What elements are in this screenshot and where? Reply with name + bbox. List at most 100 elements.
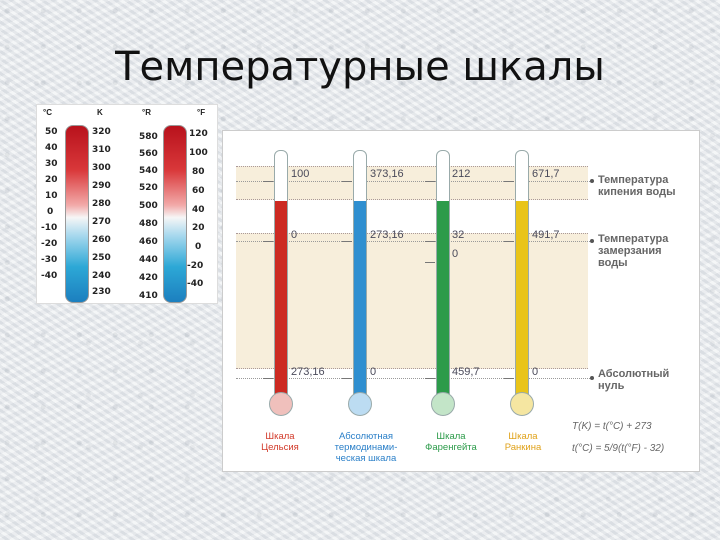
k-label: 260 xyxy=(92,235,111,245)
rankine-freezing-value: 491,7 xyxy=(532,229,560,241)
boiling-line xyxy=(236,181,594,182)
r-label: 420 xyxy=(139,273,158,283)
celsius-bulb xyxy=(269,392,293,416)
desc-line: Абсолютный xyxy=(598,368,670,380)
page-title: Температурные шкалы xyxy=(115,44,605,90)
tick xyxy=(504,378,514,379)
k-label: 280 xyxy=(92,199,111,209)
small-thermometers-panel: °C K °R °F 50 40 30 20 10 0 -10 -20 -30 … xyxy=(36,104,218,304)
celsius-fill xyxy=(275,201,287,397)
f-label: -40 xyxy=(187,279,204,289)
c-label: -30 xyxy=(41,255,58,265)
kelvin-bulb xyxy=(348,392,372,416)
marker-dot xyxy=(590,179,594,183)
f-label: 20 xyxy=(192,223,205,233)
k-label: 320 xyxy=(92,127,111,137)
r-label: 560 xyxy=(139,149,158,159)
f-label: 40 xyxy=(192,205,205,215)
f-label: 120 xyxy=(189,129,208,139)
header-rankine: °R xyxy=(142,108,151,117)
fahrenheit-freezing-value: 32 xyxy=(452,229,465,241)
c-label: 0 xyxy=(47,207,54,217)
r-label: 540 xyxy=(139,166,158,176)
desc-line: нуль xyxy=(598,380,625,392)
rankine-fill xyxy=(516,201,528,397)
k-label: 300 xyxy=(92,163,111,173)
caption-line: ческая шкала xyxy=(335,453,397,464)
tick xyxy=(504,241,514,242)
k-label: 310 xyxy=(92,145,111,155)
small-thermometer-r-f xyxy=(163,125,187,303)
tick xyxy=(342,241,352,242)
k-label: 240 xyxy=(92,271,111,281)
r-label: 580 xyxy=(139,132,158,142)
tick xyxy=(263,241,273,242)
header-fahrenheit: °F xyxy=(197,108,206,117)
freezing-zero-band xyxy=(236,233,588,369)
boiling-description: Температура кипения воды xyxy=(598,174,675,198)
caption-line: Шкала xyxy=(508,431,538,442)
r-label: 480 xyxy=(139,219,158,229)
caption-line: термодинами- xyxy=(334,442,398,453)
formula-fahrenheit: t(°C) = 5/9(t(°F) - 32) xyxy=(572,443,665,454)
kelvin-zero-value: 0 xyxy=(370,366,377,378)
r-label: 410 xyxy=(139,291,158,301)
tick xyxy=(425,262,435,263)
formula-kelvin: T(K) = t(°C) + 273 xyxy=(572,421,652,432)
caption-line: Шкала xyxy=(265,431,295,442)
caption-line: Ранкина xyxy=(504,442,542,453)
rankine-boiling-value: 671,7 xyxy=(532,168,560,180)
desc-line: Температура xyxy=(598,174,669,186)
r-label: 440 xyxy=(139,255,158,265)
fahrenheit-extra-zero: 0 xyxy=(452,248,459,260)
freezing-line xyxy=(236,241,594,242)
tick xyxy=(425,181,435,182)
c-label: -40 xyxy=(41,271,58,281)
freezing-description: Температура замерзания воды xyxy=(598,233,668,269)
caption-kelvin: Абсолютная термодинами- ческая шкала xyxy=(322,431,410,464)
tick xyxy=(263,378,273,379)
k-label: 250 xyxy=(92,253,111,263)
f-label: 100 xyxy=(189,148,208,158)
c-label: 10 xyxy=(45,191,58,201)
tick xyxy=(342,181,352,182)
marker-dot xyxy=(590,239,594,243)
c-label: 20 xyxy=(45,175,58,185)
celsius-zero-value: 273,16 xyxy=(291,366,325,378)
small-thermometer-c-k xyxy=(65,125,89,303)
c-label: 50 xyxy=(45,127,58,137)
f-label: 0 xyxy=(195,242,202,252)
rankine-bulb xyxy=(510,392,534,416)
kelvin-boiling-value: 373,16 xyxy=(370,168,404,180)
desc-line: замерзания xyxy=(598,245,662,257)
tick xyxy=(342,378,352,379)
caption-line: Цельсия xyxy=(261,442,299,453)
c-label: 30 xyxy=(45,159,58,169)
zero-line xyxy=(236,378,594,379)
desc-line: воды xyxy=(598,257,628,269)
tick xyxy=(425,241,435,242)
kelvin-freezing-value: 273,16 xyxy=(370,229,404,241)
f-label: 80 xyxy=(192,167,205,177)
f-label: 60 xyxy=(192,186,205,196)
desc-line: Температура xyxy=(598,233,669,245)
k-label: 230 xyxy=(92,287,111,297)
marker-dot xyxy=(590,376,594,380)
celsius-freezing-value: 0 xyxy=(291,229,298,241)
fahrenheit-fill xyxy=(437,201,449,397)
celsius-boiling-value: 100 xyxy=(291,168,310,180)
fahrenheit-zero-value: 459,7 xyxy=(452,366,480,378)
tick xyxy=(504,181,514,182)
r-label: 520 xyxy=(139,183,158,193)
tick xyxy=(263,181,273,182)
header-celsius: °C xyxy=(43,108,52,117)
caption-rankine: Шкала Ранкина xyxy=(494,431,552,453)
caption-celsius: Шкала Цельсия xyxy=(250,431,310,453)
caption-line: Абсолютная xyxy=(338,431,394,442)
zero-description: Абсолютный нуль xyxy=(598,368,669,392)
k-label: 270 xyxy=(92,217,111,227)
caption-line: Фаренгейта xyxy=(425,442,477,453)
rankine-zero-value: 0 xyxy=(532,366,539,378)
caption-fahrenheit: Шкала Фаренгейта xyxy=(418,431,484,453)
tick xyxy=(425,378,435,379)
